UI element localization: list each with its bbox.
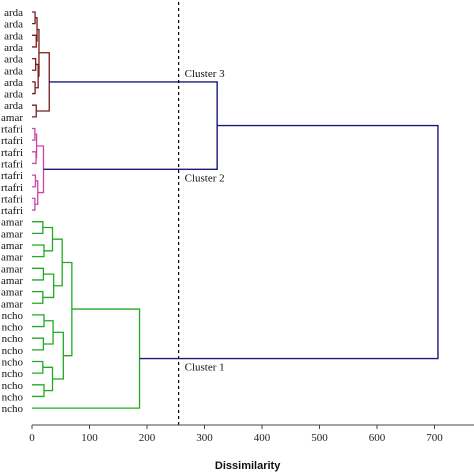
leaf-label: amar — [1, 228, 23, 240]
x-axis-title: Dissimilarity — [215, 460, 281, 472]
leaf-label: ncho — [2, 333, 24, 345]
branch — [32, 81, 36, 95]
leaf-label: amar — [1, 112, 23, 124]
leaf-label: amar — [1, 275, 23, 287]
leaf-label: rtafri — [1, 193, 23, 205]
cluster-labels: Cluster 3 Cluster 2 Cluster 1 — [185, 68, 226, 374]
branch — [32, 384, 45, 398]
cluster-label: Cluster 3 — [185, 68, 226, 80]
branch — [32, 151, 37, 165]
x-tick-label: 500 — [311, 432, 328, 444]
branch — [42, 273, 55, 299]
x-tick-label: 100 — [81, 432, 98, 444]
leaf-label: arda — [4, 89, 23, 101]
cluster-label: Cluster 1 — [185, 362, 225, 374]
leaf-label: rtafri — [1, 170, 23, 182]
leaf-label: amar — [1, 217, 23, 229]
x-tick-label: 700 — [426, 432, 443, 444]
branch — [52, 331, 64, 380]
cluster-label: Cluster 2 — [185, 172, 225, 184]
leaf-label: ncho — [2, 345, 24, 357]
branch — [32, 197, 36, 211]
leaf-label: arda — [4, 65, 23, 77]
x-axis: 0 100 200 300 400 500 600 700 — [29, 424, 474, 444]
leaf-label: rtafri — [1, 124, 23, 136]
leaf-label: rtafri — [1, 182, 23, 194]
branch — [43, 320, 54, 345]
branch — [32, 221, 44, 234]
leaf-label: amar — [1, 252, 23, 264]
leaf-label: arda — [4, 19, 23, 31]
leaf-labels: ardaardaardaardaardaardaardaardaardaamar… — [1, 7, 23, 415]
leaf-label: ncho — [2, 357, 24, 369]
branch — [32, 57, 37, 71]
branch — [32, 174, 37, 188]
leaf-label: amar — [1, 240, 23, 252]
branch — [32, 104, 37, 118]
branch — [32, 244, 45, 258]
branch — [32, 290, 44, 304]
leaf-label: ncho — [2, 380, 24, 392]
branch — [32, 308, 141, 409]
x-tick-label: 300 — [196, 432, 213, 444]
branch — [32, 314, 45, 328]
leaf-label: ncho — [2, 310, 24, 322]
leaf-label: arda — [4, 54, 23, 66]
leaf-label: ncho — [2, 368, 24, 380]
leaf-label: rtafri — [1, 158, 23, 170]
upper-branches — [43, 81, 439, 360]
leaf-label: ncho — [2, 391, 24, 403]
x-tick-label: 200 — [139, 432, 156, 444]
x-tick-label: 400 — [254, 432, 271, 444]
branch — [32, 11, 36, 25]
leaf-label: arda — [4, 77, 23, 89]
leaf-label: amar — [1, 263, 23, 275]
branch — [32, 34, 37, 48]
leaf-label: arda — [4, 100, 23, 112]
cluster-branches — [32, 11, 141, 409]
merge-branch — [43, 81, 218, 170]
leaf-label: rtafri — [1, 147, 23, 159]
leaf-label: amar — [1, 298, 23, 310]
leaf-label: arda — [4, 7, 23, 19]
branch — [32, 127, 36, 141]
leaf-label: rtafri — [1, 205, 23, 217]
branch — [32, 267, 45, 281]
leaf-label: rtafri — [1, 135, 23, 147]
x-tick-label: 600 — [369, 432, 386, 444]
x-tick-label: 0 — [29, 432, 35, 444]
leaf-label: ncho — [2, 403, 24, 415]
branch — [32, 337, 45, 351]
leaf-label: arda — [4, 42, 23, 54]
merge-branch — [139, 124, 439, 360]
leaf-label: amar — [1, 287, 23, 299]
leaf-label: ncho — [2, 322, 24, 334]
leaf-label: arda — [4, 30, 23, 42]
branch — [32, 360, 44, 374]
